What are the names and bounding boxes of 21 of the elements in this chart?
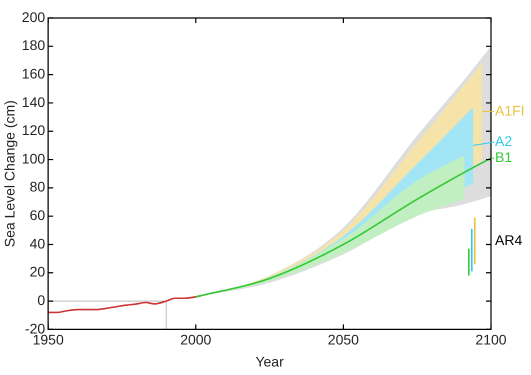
y-axis-title: Sea Level Change (cm) (1, 100, 18, 248)
y-tick-label: -20 (24, 320, 46, 336)
legend-label: A1FI (495, 102, 525, 118)
x-tick-label: 2000 (180, 332, 212, 348)
y-tick-label: 0 (37, 292, 46, 308)
y-tick-label: 160 (22, 65, 46, 82)
legend-label: A2 (495, 132, 512, 149)
y-tick-label: 140 (22, 94, 46, 110)
y-tick-label: 80 (30, 178, 46, 195)
y-tick-label: 20 (30, 264, 46, 280)
x-axis-title: Year (255, 353, 284, 370)
y-tick-label: 60 (30, 207, 46, 224)
text: AR4 (495, 232, 522, 248)
y-tick-label: 180 (22, 37, 46, 54)
y-tick-label: 40 (30, 235, 46, 252)
legend-label: B1 (495, 148, 512, 165)
x-tick-label: 2100 (475, 332, 507, 348)
y-tick-label: 100 (22, 150, 46, 166)
x-tick-label: 2050 (328, 332, 360, 348)
y-tick-label: 120 (22, 122, 46, 138)
y-tick-label: 200 (22, 8, 46, 25)
